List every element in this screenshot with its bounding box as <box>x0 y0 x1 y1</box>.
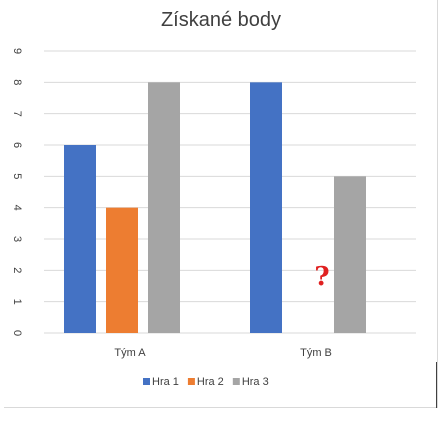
y-tick-label: 4 <box>11 205 23 211</box>
y-tick-label: 0 <box>11 330 23 336</box>
missing-value-annotation: ? <box>314 262 329 292</box>
y-tick-label: 7 <box>11 111 23 117</box>
y-tick-label: 5 <box>11 173 23 179</box>
legend: Hra 1 Hra 2 Hra 3 <box>143 376 269 388</box>
bar-hra-1-0 <box>64 145 96 333</box>
legend-label: Hra 2 <box>197 376 224 388</box>
bar-hra-1-1 <box>250 82 282 333</box>
chart-frame <box>4 0 438 408</box>
chart-title: Získané body <box>161 9 281 31</box>
bar-hra-3-0 <box>148 82 180 333</box>
y-tick-label: 8 <box>11 79 23 85</box>
y-axis-ticks: 0 1 2 3 4 5 6 7 8 9 <box>11 48 23 336</box>
category-label: Tým A <box>114 347 146 359</box>
y-tick-label: 1 <box>11 299 23 305</box>
bar-hra-2-0 <box>106 207 138 333</box>
legend-label: Hra 3 <box>242 376 269 388</box>
legend-swatch <box>187 378 195 385</box>
legend-label: Hra 1 <box>152 376 179 388</box>
y-tick-label: 2 <box>11 267 23 273</box>
category-label: Tým B <box>300 347 332 359</box>
bars <box>64 82 366 333</box>
edge-mark <box>436 362 437 408</box>
legend-swatch <box>232 378 240 385</box>
legend-swatch <box>143 378 150 385</box>
y-tick-label: 6 <box>11 142 23 148</box>
y-tick-label: 9 <box>11 48 23 54</box>
y-tick-label: 3 <box>11 236 23 242</box>
bar-hra-3-1 <box>334 176 366 333</box>
category-labels: Tým A Tým B <box>114 347 331 359</box>
